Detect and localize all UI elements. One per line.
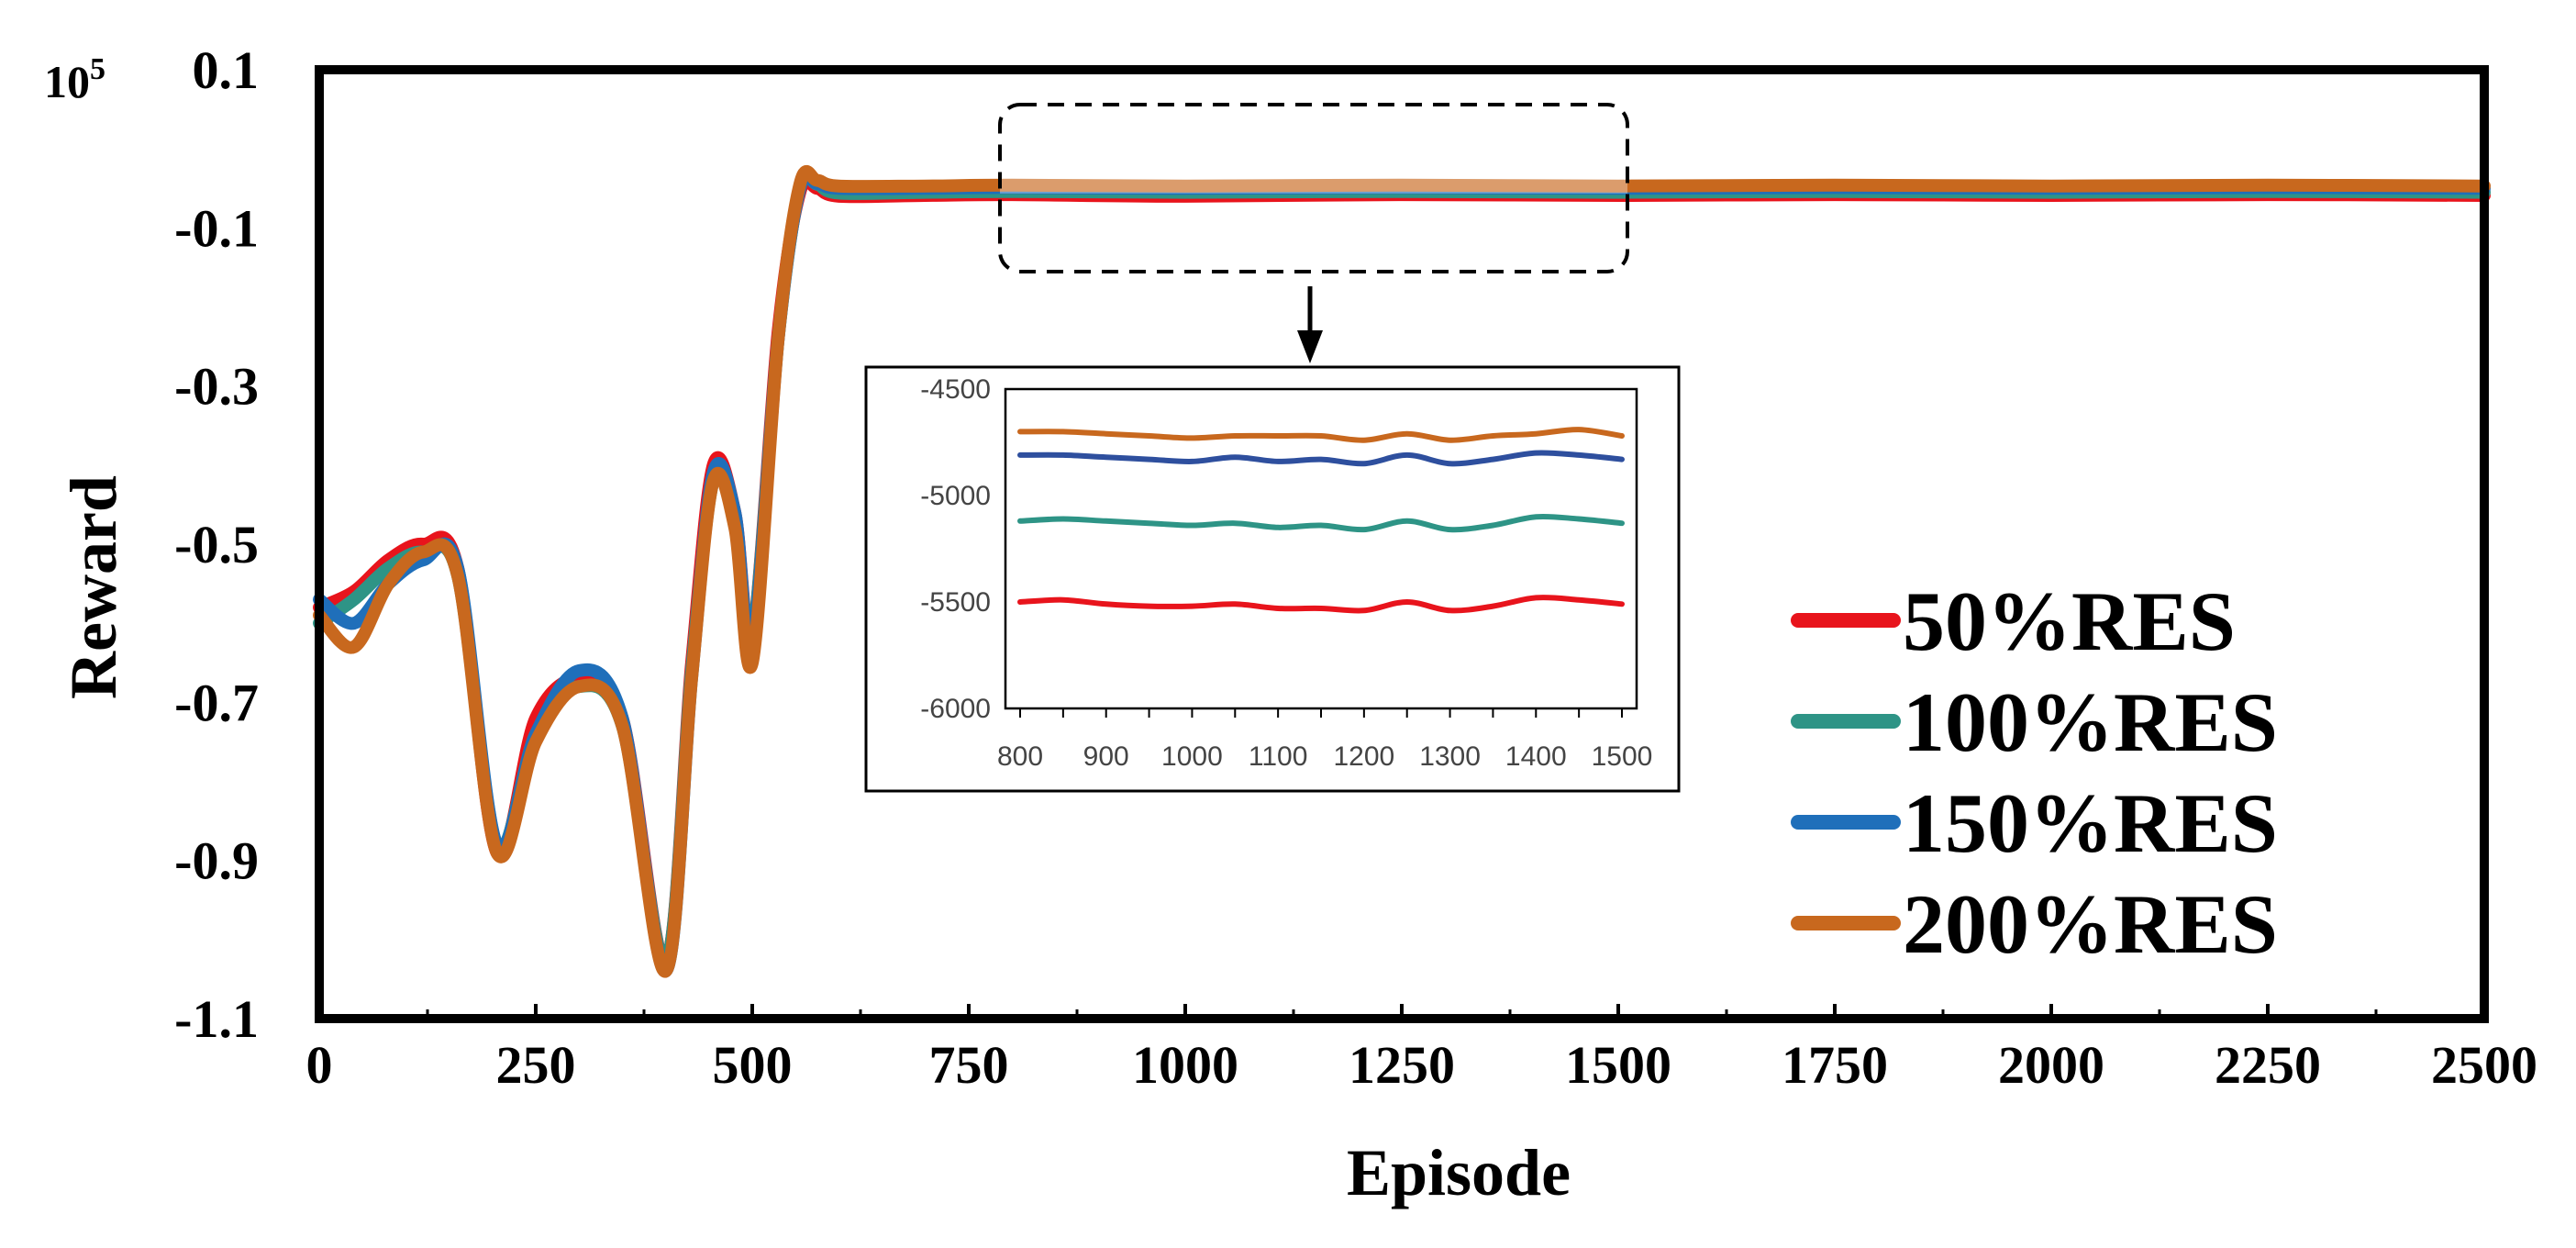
legend-label-150pctres: 150%RES: [1903, 776, 2278, 870]
inset-series-line-200pctres: [1017, 427, 1625, 443]
main-y-tick-label: -0.3: [174, 357, 259, 417]
y-multiplier-exponent: 5: [90, 52, 105, 86]
legend-label-100pctres: 100%RES: [1903, 675, 2278, 769]
inset-x-tick-label: 900: [1083, 741, 1129, 772]
main-x-tick-label: 0: [306, 1035, 333, 1095]
main-y-tick-label: -0.1: [174, 198, 259, 258]
main-x-tick-label: 1000: [1132, 1035, 1238, 1095]
inset-y-tick-label: -5000: [920, 481, 991, 511]
main-x-tick-label: 750: [929, 1035, 1009, 1095]
inset-y-ticks: -4500 -5000 -5500 -6000: [920, 374, 991, 724]
inset-x-tick-label: 1100: [1249, 741, 1308, 772]
y-axis-title: Reward: [57, 475, 130, 699]
main-x-ticks: 0 250 500 750 1000 1250 1500 1750 2000 2250 2500: [306, 1004, 2537, 1095]
main-x-tick-label: 1500: [1565, 1035, 1671, 1095]
inset-x-tick-label: 1300: [1419, 741, 1481, 772]
main-series-group: [313, 164, 2491, 978]
main-y-ticks: 0.1 -0.1 -0.3 -0.5 -0.7 -0.9 -1.1: [174, 40, 259, 1049]
main-y-tick-label: -0.7: [174, 673, 259, 732]
legend-label-50pctres: 50%RES: [1903, 574, 2236, 668]
inset-series-line-50pctres: [1017, 595, 1625, 614]
inset-y-tick-label: -6000: [920, 694, 991, 724]
inset-series-group: [1017, 427, 1625, 614]
inset-series-line-100pctres: [1017, 513, 1625, 533]
x-axis-title: Episode: [1347, 1136, 1571, 1209]
inset-x-tick-label: 800: [997, 741, 1043, 772]
main-x-tick-label: 2000: [1998, 1035, 2104, 1095]
zoom-selection-box: [998, 103, 1629, 273]
main-x-tick-label: 2250: [2215, 1035, 2321, 1095]
main-y-tick-label: -0.9: [174, 831, 259, 891]
main-x-tick-label: 500: [713, 1035, 793, 1095]
inset-x-tick-label: 1400: [1505, 741, 1567, 772]
legend-label-200pctres: 200%RES: [1903, 877, 2278, 971]
main-x-tick-label: 250: [496, 1035, 576, 1095]
main-y-tick-label: -1.1: [174, 989, 259, 1049]
inset-x-tick-label: 1200: [1333, 741, 1394, 772]
main-x-tick-label: 1750: [1782, 1035, 1888, 1095]
main-y-tick-label: -0.5: [174, 515, 259, 574]
zoom-highlight-band: [1000, 176, 1627, 194]
main-series-line-200pctres: [313, 164, 2491, 978]
y-multiplier: 105: [44, 52, 105, 107]
inset-x-tick-label: 1000: [1161, 741, 1223, 772]
main-y-tick-label: 0.1: [193, 40, 260, 100]
main-x-tick-label: 1250: [1349, 1035, 1455, 1095]
inset-x-ticks: 800 900 1000 1100 1200 1300 1400 1500: [997, 708, 1652, 772]
inset-x-tick-label: 1500: [1592, 741, 1653, 772]
inset-series-line-150pctres: [1017, 450, 1625, 467]
inset-y-tick-label: -4500: [920, 374, 991, 405]
zoom-arrow-head: [1297, 330, 1323, 363]
inset-y-tick-label: -5500: [920, 587, 991, 618]
y-multiplier-base: 10: [44, 56, 90, 107]
main-x-tick-label: 2500: [2431, 1035, 2537, 1095]
